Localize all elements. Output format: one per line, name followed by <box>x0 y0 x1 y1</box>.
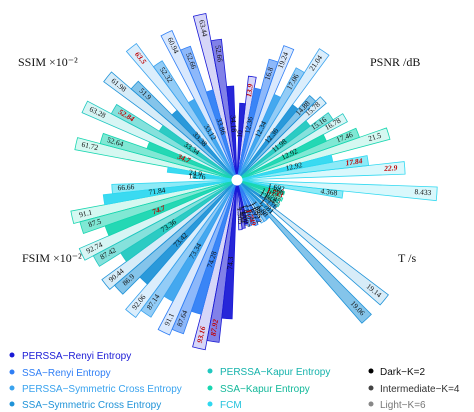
value-label-2-20: 1.852 <box>237 205 248 223</box>
legend-item-ssa-renyi: SSA−Renyi Entropy <box>22 368 111 379</box>
shade-item-intermediate: Intermediate−K=4 <box>380 384 460 395</box>
quadrant-label-ssim: SSIM ×10⁻² <box>18 55 78 69</box>
bar-1-14 <box>241 133 327 179</box>
legend-marker-ssa-renyi <box>9 369 15 375</box>
value-label-3-1: 87.92 <box>209 318 220 336</box>
bar-2-17 <box>238 185 255 225</box>
bar-2-8 <box>241 182 277 209</box>
bar-3-0 <box>221 185 238 320</box>
legend-item-ssa-sce: SSA−Symmetric Cross Entropy <box>22 400 161 411</box>
bar-3-12 <box>120 182 233 263</box>
shade-marker-intermediate <box>368 385 374 391</box>
legend-marker-ssa-sce <box>9 401 15 407</box>
bar-0-6 <box>187 98 235 176</box>
value-label-3-2: 93.16 <box>195 325 208 344</box>
bars-layer <box>70 13 438 351</box>
value-label-2-18: 1.811 <box>240 203 253 222</box>
value-label-0-18: 24.9 <box>188 168 203 179</box>
bar-1-5 <box>238 93 282 176</box>
shade-marker-light <box>368 401 374 407</box>
value-label-2-19: 1.697 <box>240 210 252 229</box>
shade-item-dark: Dark−K=2 <box>380 367 425 378</box>
quadrant-label-fsim: FSIM ×10⁻² <box>22 251 82 265</box>
bar-2-6 <box>241 182 280 204</box>
bar-0-12 <box>158 124 233 178</box>
bar-3-6 <box>163 184 235 302</box>
bar-1-8 <box>240 104 299 177</box>
bar-3-18 <box>102 180 232 206</box>
value-label-3-16: 87.5 <box>87 217 102 230</box>
legend-marker-perssa-renyi <box>9 352 15 358</box>
bar-2-12 <box>240 183 270 220</box>
bar-0-3 <box>205 89 236 175</box>
legend-marker-perssa-sce <box>9 385 15 391</box>
value-label-3-0: 74.3 <box>225 256 235 270</box>
value-label-1-19: 22.9 <box>383 163 398 173</box>
value-label-1-0: 10 <box>235 130 245 138</box>
legend-item-fcm: FCM <box>220 400 242 411</box>
bar-0-0 <box>226 85 238 175</box>
value-label-1-17: 12.92 <box>285 160 304 173</box>
value-label-2-2: 1.692 <box>267 181 286 193</box>
legend-item-perssa-sce: PERSSA−Symmetric Cross Entropy <box>22 384 182 395</box>
value-label-1-2: 12.36 <box>242 116 255 135</box>
bar-1-2 <box>237 87 262 175</box>
bar-2-19 <box>237 185 249 225</box>
shade-marker-dark <box>368 368 374 374</box>
quadrant-label-time: T /s <box>398 251 416 265</box>
value-label-2-0: 8.433 <box>414 187 432 197</box>
quadrant-label-psnr: PSNR /dB <box>370 55 420 69</box>
bar-0-15 <box>146 141 233 179</box>
value-labels-layer: 63.4460.9463.561.9863.2861.7252.6652.665… <box>78 19 432 344</box>
bar-2-10 <box>240 183 274 214</box>
legend-item-perssa-renyi: PERSSA−Renyi Entropy <box>22 351 131 362</box>
value-label-3-17: 91.1 <box>78 208 93 220</box>
value-label-2-3: 1.866 <box>266 183 285 196</box>
bar-3-3 <box>190 185 236 315</box>
bar-0-19 <box>192 174 232 181</box>
value-label-0-2: 63.44 <box>197 19 210 38</box>
legend-item-ssa-kapur: SSA−Kapur Entropy <box>220 384 310 395</box>
value-label-0-1: 52.66 <box>213 45 224 63</box>
bar-0-9 <box>171 109 234 177</box>
value-label-0-17: 61.72 <box>81 140 100 153</box>
value-label-1-16: 21.5 <box>367 131 382 144</box>
bar-2-15 <box>239 184 261 223</box>
bar-2-4 <box>242 181 282 198</box>
bar-1-17 <box>242 154 334 180</box>
legend-item-perssa-kapur: PERSSA−Kapur Entropy <box>220 367 330 378</box>
bar-1-0 <box>236 102 246 175</box>
shade-item-light: Light−K=6 <box>380 400 426 411</box>
value-label-3-18: 71.84 <box>148 185 166 196</box>
legend-marker-fcm <box>207 401 213 407</box>
value-label-0-0: 34.18 <box>229 115 239 133</box>
value-label-1-3: 16.8 <box>263 66 276 81</box>
value-label-2-1: 4.368 <box>320 186 338 197</box>
value-label-2-21: 1.905 <box>235 207 245 225</box>
bar-3-9 <box>139 183 234 285</box>
legend-marker-perssa-kapur <box>207 368 213 374</box>
bar-3-15 <box>104 181 233 237</box>
bar-1-11 <box>240 120 311 177</box>
legend-marker-ssa-kapur <box>207 385 213 391</box>
value-label-1-18: 17.84 <box>345 156 363 167</box>
value-label-1-1: 13.9 <box>244 83 255 98</box>
legend: PERSSA−Renyi Entropy SSA−Renyi Entropy P… <box>9 351 460 411</box>
value-label-3-19: 66.66 <box>117 182 135 192</box>
value-label-0-19: 14.76 <box>188 171 206 181</box>
